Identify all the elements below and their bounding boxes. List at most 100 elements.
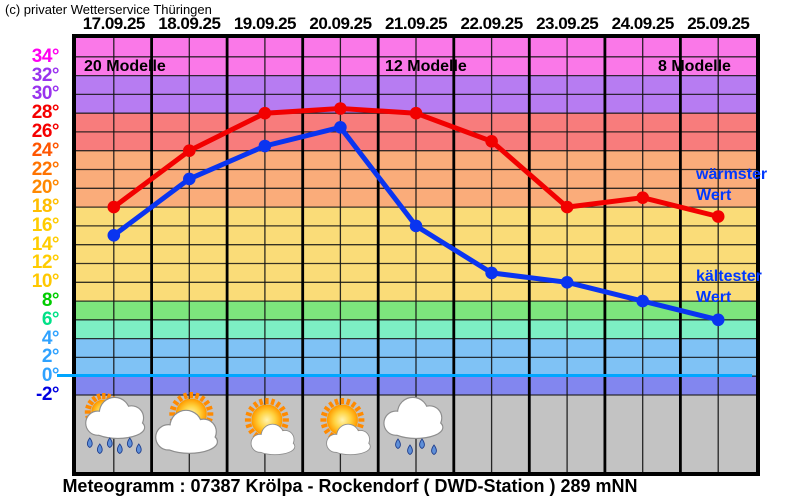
chart-element: [85, 404, 92, 410]
warmest-series-point: [107, 200, 121, 214]
chart-element: [320, 411, 328, 417]
raindrop-icon: [96, 443, 103, 455]
y-axis-label: 6°: [41, 308, 60, 330]
chart-element: [252, 401, 259, 409]
temperature-axis: 34° 32° 30° 28° 26° 24° 22° 20° 18° 16° 14° 12° 10° 8…: [0, 0, 60, 500]
chart-element: [91, 395, 98, 403]
coldest-series-point: [485, 266, 498, 280]
y-axis-label: 10°: [31, 271, 60, 293]
warmest-series-point: [485, 135, 498, 148]
coldest-series-point: [560, 276, 574, 289]
chart-element: [245, 411, 253, 417]
chart-element: [199, 395, 206, 403]
cloud-icon: [155, 409, 219, 454]
y-axis-label: 30°: [31, 83, 60, 105]
date-label: 19.09.25: [233, 14, 297, 33]
cloud-icon: [250, 423, 296, 456]
chart-element: [323, 405, 331, 412]
coldest-series-point: [183, 172, 196, 186]
chart-element: [248, 405, 255, 412]
chart-element: [357, 423, 364, 429]
date-label: 22.09.25: [460, 14, 524, 33]
chart-element: [389, 416, 443, 438]
cloud-icon: [326, 423, 371, 456]
weather-icon-sun-small-cloud: [320, 398, 371, 456]
chart-element: [169, 405, 177, 411]
raindrop-icon: [407, 444, 413, 456]
warmest-series-point: [560, 200, 574, 214]
chart-element: [274, 401, 282, 409]
chart-element: [87, 399, 95, 406]
y-axis-label: 4°: [41, 327, 60, 349]
station-caption: Meteogramm : 07387 Krölpa - Rockendorf (…: [62, 476, 638, 496]
coldest-series-point: [258, 139, 272, 153]
chart-element: [203, 399, 211, 406]
chart-element: [172, 399, 180, 406]
chart-element: [357, 411, 364, 417]
date-label: 21.09.25: [384, 14, 448, 33]
y-axis-label: 2°: [41, 346, 60, 368]
cloud-icon: [85, 396, 146, 440]
date-label: 18.09.25: [158, 14, 221, 33]
chart-element: [281, 423, 289, 429]
chart-element: [320, 423, 328, 429]
y-axis-label: 8°: [41, 290, 60, 312]
date-header-row: 17.09.25 18.09.25 19.09.25 20.09.25 21.09.25…: [76, 14, 756, 34]
raindrop-icon: [395, 438, 401, 450]
chart-plot: [76, 38, 756, 472]
cloud-icon: [383, 396, 444, 440]
date-label: 25.09.25: [687, 14, 750, 33]
chart-element: [91, 416, 145, 438]
chart-element: [258, 398, 264, 406]
y-axis-label: 18°: [31, 196, 60, 218]
warmest-series-point: [183, 144, 196, 157]
y-axis-label: 32°: [31, 64, 60, 86]
y-axis-label: 0°: [41, 365, 60, 387]
y-axis-label: 16°: [31, 214, 60, 236]
y-axis-label: 24°: [31, 139, 60, 161]
coldest-series-point: [334, 121, 347, 134]
raindrop-icon: [419, 438, 425, 450]
coldest-series-point: [636, 294, 649, 308]
raindrop-icon: [431, 444, 437, 456]
zero-degree-line: [57, 374, 752, 377]
chart-element: [177, 395, 184, 403]
weather-icon-cloud-rain: [383, 396, 444, 456]
chart-element: [182, 392, 189, 400]
date-label: 23.09.25: [536, 14, 599, 33]
meteogram-svg: [76, 38, 756, 472]
warmest-series-point: [258, 106, 272, 120]
chart-element: [248, 428, 255, 435]
raindrop-icon: [106, 437, 113, 449]
date-label: 17.09.25: [82, 14, 146, 33]
coldest-series-point: [409, 219, 423, 233]
warmest-series-point: [334, 102, 347, 115]
chart-element: [161, 430, 217, 453]
warmest-series-point: [636, 191, 649, 204]
weather-icon-sun-behind-cloud: [155, 392, 219, 454]
chart-element: [245, 423, 253, 429]
chart-element: [330, 438, 370, 455]
y-axis-label: 28°: [31, 102, 60, 124]
date-label: 20.09.25: [309, 14, 372, 33]
chart-element: [328, 401, 335, 409]
warmest-series-point: [711, 210, 725, 223]
chart-element: [278, 405, 286, 412]
chart-element: [255, 438, 295, 455]
raindrop-icon: [116, 443, 123, 455]
raindrop-icon: [126, 437, 133, 449]
copyright-text: (c) privater Wetterservice Thüringen: [5, 2, 212, 17]
chart-element: [345, 398, 351, 406]
raindrop-icon: [135, 443, 142, 455]
chart-element: [354, 405, 362, 412]
coldest-series-point: [107, 229, 121, 242]
coldest-series-point: [711, 313, 725, 327]
date-label: 24.09.25: [611, 14, 675, 33]
y-axis-label: -2°: [36, 384, 60, 405]
warmest-series-point: [409, 106, 423, 120]
y-axis-label: 14°: [31, 233, 60, 255]
chart-element: [350, 401, 357, 409]
chart-element: [96, 393, 102, 401]
y-axis-label: 20°: [31, 177, 60, 199]
